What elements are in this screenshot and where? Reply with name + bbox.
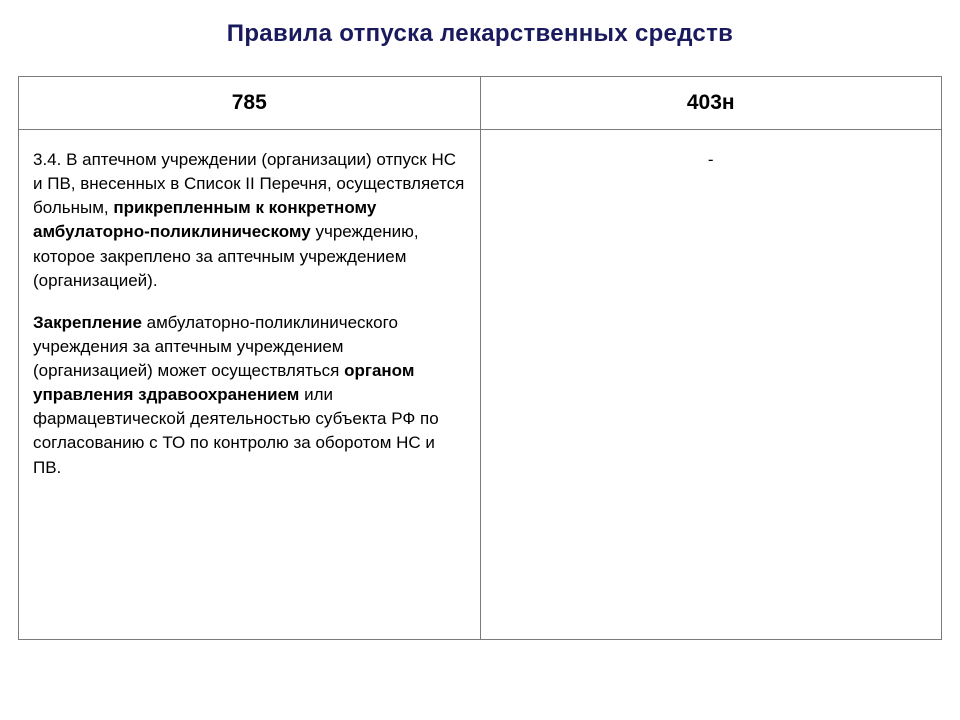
table-cell-left: 3.4. В аптечном учреждении (организации)…	[19, 130, 481, 640]
paragraph-2: Закрепление амбулаторно-поликлинического…	[33, 311, 466, 480]
table-cell-right: -	[480, 130, 942, 640]
table-header-row: 785 403н	[19, 77, 942, 130]
comparison-table: 785 403н 3.4. В аптечном учреждении (орг…	[18, 76, 942, 640]
page-title: Правила отпуска лекарственных средств	[18, 20, 942, 48]
paragraph-1: 3.4. В аптечном учреждении (организации)…	[33, 148, 466, 293]
table-row: 3.4. В аптечном учреждении (организации)…	[19, 130, 942, 640]
table-header-right: 403н	[480, 77, 942, 130]
table-header-left: 785	[19, 77, 481, 130]
p2-bold1: Закрепление	[33, 313, 142, 332]
